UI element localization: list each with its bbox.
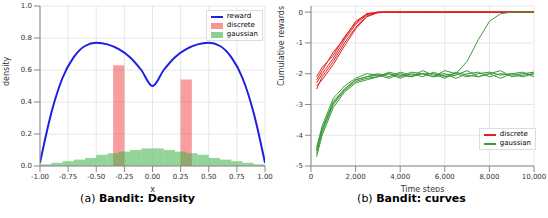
svg-text:-2: -2 xyxy=(296,70,303,78)
svg-text:0.00: 0.00 xyxy=(145,173,161,181)
svg-text:1.0: 1.0 xyxy=(21,2,32,10)
svg-text:-1.00: -1.00 xyxy=(31,173,49,181)
svg-text:1.00: 1.00 xyxy=(257,173,273,181)
svg-text:-0.75: -0.75 xyxy=(59,173,77,181)
svg-text:0.50: 0.50 xyxy=(201,173,217,181)
svg-text:6,000: 6,000 xyxy=(435,173,455,181)
svg-text:0.0: 0.0 xyxy=(21,162,32,170)
svg-text:-0.25: -0.25 xyxy=(115,173,133,181)
html-text:gaussian: gaussian xyxy=(226,30,258,38)
svg-text:0.8: 0.8 xyxy=(21,34,32,42)
html-text:(b) Bandit: curves: (b) Bandit: curves xyxy=(357,192,466,205)
html-text:discrete: discrete xyxy=(226,21,255,29)
svg-text:Time steps: Time steps xyxy=(400,185,445,192)
svg-text:density: density xyxy=(8,56,11,86)
svg-text:0.75: 0.75 xyxy=(229,173,245,181)
svg-text:8,000: 8,000 xyxy=(479,173,499,181)
svg-text:-3: -3 xyxy=(296,101,303,109)
svg-text:-5: -5 xyxy=(296,162,303,170)
svg-text:-0.50: -0.50 xyxy=(87,173,105,181)
svg-text:0: 0 xyxy=(309,173,313,181)
svg-text:10,000: 10,000 xyxy=(522,173,540,181)
svg-text:x: x xyxy=(150,185,155,192)
html-text:reward: reward xyxy=(226,12,252,20)
svg-text:-4: -4 xyxy=(296,132,304,140)
svg-text:-1: -1 xyxy=(296,39,303,47)
svg-text:2,000: 2,000 xyxy=(346,173,366,181)
html-text:(a) Bandit: Density: (a) Bandit: Density xyxy=(80,192,195,205)
svg-text:4,000: 4,000 xyxy=(390,173,410,181)
svg-text:0.2: 0.2 xyxy=(21,130,32,138)
html-text:discrete: discrete xyxy=(499,130,528,138)
svg-text:Cumulative rewards: Cumulative rewards xyxy=(277,6,286,86)
svg-text:0.25: 0.25 xyxy=(173,173,189,181)
svg-text:0.4: 0.4 xyxy=(21,98,33,106)
svg-text:0: 0 xyxy=(299,9,303,17)
html-text:gaussian: gaussian xyxy=(499,139,531,147)
svg-text:0.6: 0.6 xyxy=(21,66,33,74)
